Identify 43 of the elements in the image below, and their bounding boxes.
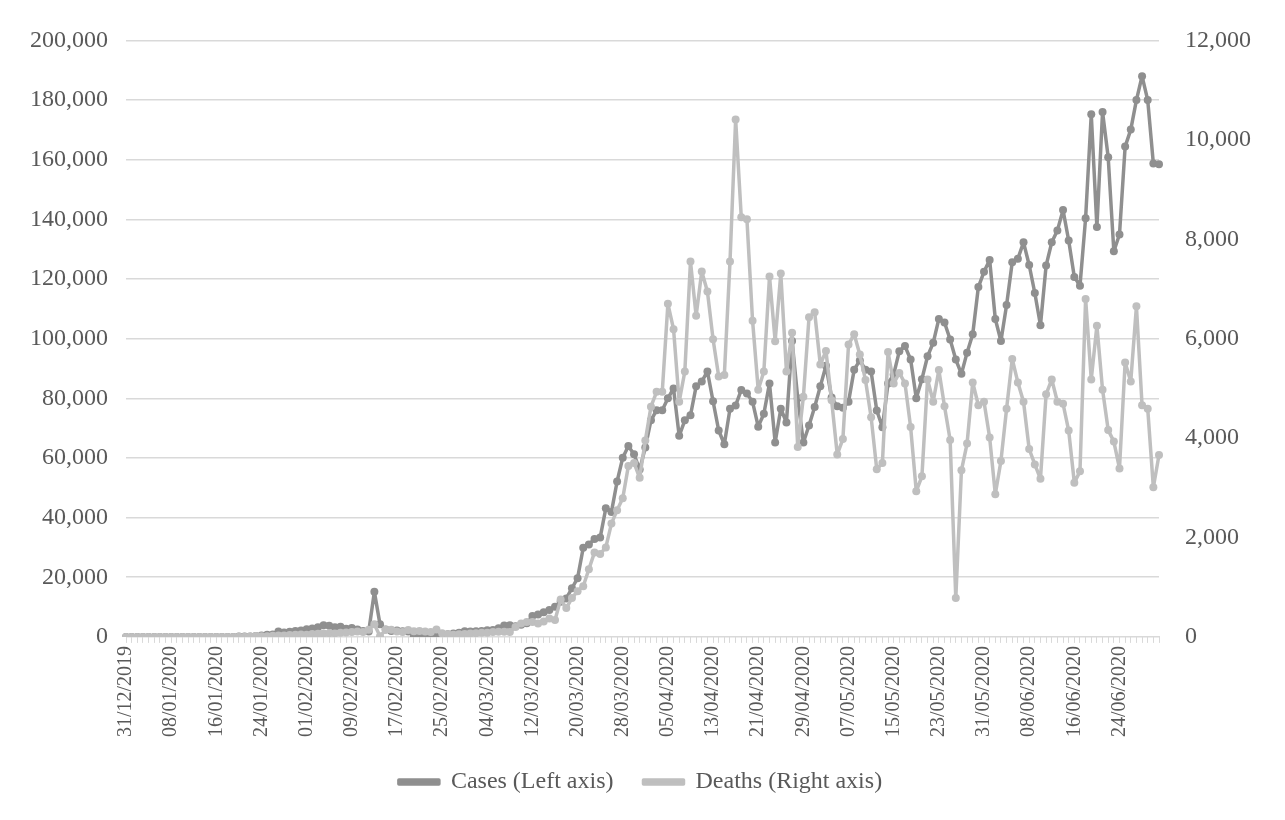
y-tick-label: 140,000 — [30, 204, 108, 231]
y2-tick-label: 0 — [1185, 622, 1197, 649]
y-tick-label: 180,000 — [30, 85, 108, 112]
y-tick-label: 100,000 — [30, 323, 108, 350]
x-tick-label: 29/04/2020 — [790, 645, 813, 738]
x-tick-label: 01/02/2020 — [293, 645, 316, 738]
y-tick-label: 60,000 — [42, 443, 108, 470]
x-tick-label: 15/05/2020 — [880, 645, 903, 738]
y2-tick-label: 2,000 — [1185, 522, 1239, 549]
x-tick-label: 08/06/2020 — [1016, 645, 1039, 738]
x-tick-label: 07/05/2020 — [835, 645, 858, 738]
x-tick-label: 24/01/2020 — [248, 645, 271, 738]
x-tick-label: 16/01/2020 — [203, 645, 226, 738]
y-tick-label: 0 — [96, 622, 108, 649]
y2-tick-label: 12,000 — [1185, 25, 1251, 52]
y-tick-label: 40,000 — [42, 502, 108, 529]
x-tick-label: 31/12/2019 — [113, 645, 136, 738]
x-tick-label: 05/04/2020 — [655, 645, 678, 738]
y-tick-label: 160,000 — [30, 144, 108, 171]
y-tick-label: 120,000 — [30, 264, 108, 291]
x-tick-label: 20/03/2020 — [564, 645, 587, 738]
x-tick-label: 13/04/2020 — [700, 645, 723, 738]
y2-tick-label: 8,000 — [1185, 224, 1239, 251]
x-tick-label: 31/05/2020 — [971, 645, 994, 738]
x-tick-label: 17/02/2020 — [384, 645, 407, 738]
x-tick-label: 09/02/2020 — [339, 645, 362, 738]
x-tick-label: 23/05/2020 — [926, 645, 949, 738]
x-tick-label: 28/03/2020 — [609, 645, 632, 738]
legend-label: Cases (Left axis) — [450, 767, 614, 794]
x-tick-label: 25/02/2020 — [429, 645, 452, 738]
x-tick-label: 08/01/2020 — [158, 645, 181, 738]
x-tick-label: 21/04/2020 — [745, 645, 768, 738]
legend-label: Deaths (Right axis) — [695, 767, 883, 794]
x-tick-label: 24/06/2020 — [1106, 645, 1129, 738]
y-tick-label: 200,000 — [30, 25, 108, 52]
y-tick-label: 80,000 — [42, 383, 108, 410]
y2-tick-label: 4,000 — [1185, 423, 1239, 450]
x-tick-label: 16/06/2020 — [1061, 645, 1084, 738]
y-tick-label: 20,000 — [42, 562, 108, 589]
x-tick-label: 12/03/2020 — [519, 645, 542, 738]
x-tick-label: 04/03/2020 — [474, 645, 497, 738]
y2-tick-label: 10,000 — [1185, 125, 1251, 152]
y2-tick-label: 6,000 — [1185, 323, 1239, 350]
